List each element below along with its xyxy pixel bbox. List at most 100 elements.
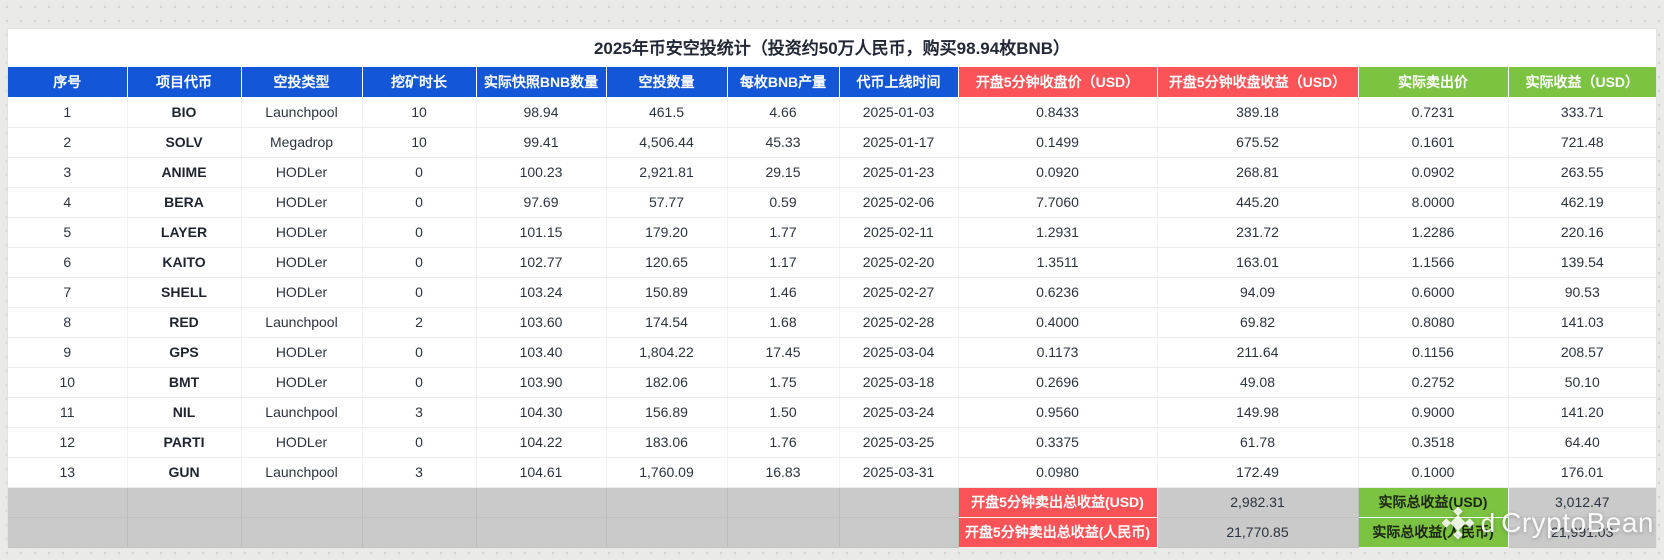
cell: 445.20 [1157,187,1359,218]
cell: 1,760.09 [606,457,728,488]
cell: KAITO [127,247,242,278]
cell: 69.82 [1157,307,1359,338]
cell: HODLer [241,427,363,458]
cell: 174.54 [606,307,728,338]
cell: 57.77 [606,187,728,218]
cell: 0.1156 [1358,337,1509,368]
cell: 141.20 [1508,397,1656,428]
cell: 90.53 [1508,277,1656,308]
cell: 17.45 [727,337,840,368]
page-title: 2025年币安空投统计（投资约50万人民币，购买98.94枚BNB） [593,39,1071,58]
cell: 6 [8,247,128,278]
column-header-3: 挖矿时长 [362,67,477,97]
cell: 2025-01-17 [839,127,959,158]
cell: GPS [127,337,242,368]
cell: LAYER [127,217,242,248]
cell: 0.9560 [958,397,1158,428]
summary-empty-cell [606,487,728,518]
cell: 2 [8,127,128,158]
cell: 2025-03-31 [839,457,959,488]
cell: 2025-03-04 [839,337,959,368]
cell: 721.48 [1508,127,1656,158]
cell: HODLer [241,187,363,218]
cell: 462.19 [1508,187,1656,218]
cell: 4,506.44 [606,127,728,158]
column-header-9: 开盘5分钟收盘收益（USD） [1157,67,1359,97]
table-row: 8 RED Launchpool 2 103.60 174.54 1.68 2025-02-2… [8,307,1656,338]
cell: 141.03 [1508,307,1656,338]
cell: ANIME [127,157,242,188]
cell: 0.6000 [1358,277,1509,308]
table-row: 5 LAYER HODLer 0 101.15 179.20 1.77 2025-02-11 1… [8,217,1656,248]
cell: 0.1499 [958,127,1158,158]
cell: 103.60 [476,307,607,338]
cell: 3 [362,397,477,428]
cell: 0.8080 [1358,307,1509,338]
cell: 4 [8,187,128,218]
cell: 1.1566 [1358,247,1509,278]
column-header-5: 空投数量 [606,67,728,97]
cell: 2025-02-06 [839,187,959,218]
table-row: 1 BIO Launchpool 10 98.94 461.5 4.66 2025-01-03… [8,97,1656,128]
summary-empty-cell [839,487,959,518]
cell: 263.55 [1508,157,1656,188]
cell: 50.10 [1508,367,1656,398]
cell: 3 [362,457,477,488]
cell: 211.64 [1157,337,1359,368]
cell: 2025-02-28 [839,307,959,338]
cell: 0.3375 [958,427,1158,458]
cell: 1.75 [727,367,840,398]
cell: Launchpool [241,397,363,428]
cell: 0 [362,187,477,218]
cell: Launchpool [241,97,363,128]
cell: 2025-02-20 [839,247,959,278]
cell: 0.7231 [1358,97,1509,128]
cell: 461.5 [606,97,728,128]
cell: 0 [362,367,477,398]
cell: 98.94 [476,97,607,128]
cell: 0.2696 [958,367,1158,398]
cell: 150.89 [606,277,728,308]
summary-label-open5min: 开盘5分钟卖出总收益(人民币) [958,517,1158,548]
cell: 0.59 [727,187,840,218]
cell: 0.0920 [958,157,1158,188]
summary-row: 开盘5分钟卖出总收益(人民币) 21,770.85 实际总收益(人民币) 21,991… [8,517,1656,548]
cell: 1,804.22 [606,337,728,368]
summary-value-open5min: 21,770.85 [1157,517,1359,548]
summary-label-open5min: 开盘5分钟卖出总收益(USD) [958,487,1158,518]
cell: 0.9000 [1358,397,1509,428]
column-header-6: 每枚BNB产量 [727,67,840,97]
cell: 389.18 [1157,97,1359,128]
column-header-4: 实际快照BNB数量 [476,67,607,97]
summary-value-actual: 3,012.47 [1508,487,1656,518]
cell: 333.71 [1508,97,1656,128]
stats-card: 2025年币安空投统计（投资约50万人民币，购买98.94枚BNB） 序号 项目代… [7,28,1657,548]
cell: 0.3518 [1358,427,1509,458]
cell: 64.40 [1508,427,1656,458]
cell: 0.2752 [1358,367,1509,398]
table-row: 11 NIL Launchpool 3 104.30 156.89 1.50 2025-03-… [8,397,1656,428]
cell: 1.17 [727,247,840,278]
cell: HODLer [241,337,363,368]
summary-empty-cell [241,487,363,518]
summary-empty-cell [606,517,728,548]
table-row: 9 GPS HODLer 0 103.40 1,804.22 17.45 2025-03-04… [8,337,1656,368]
cell: 156.89 [606,397,728,428]
summary-empty-cell [127,517,242,548]
cell: BERA [127,187,242,218]
cell: BIO [127,97,242,128]
cell: Megadrop [241,127,363,158]
cell: 1.68 [727,307,840,338]
cell: 2025-02-11 [839,217,959,248]
cell: HODLer [241,217,363,248]
cell: 29.15 [727,157,840,188]
table-row: 10 BMT HODLer 0 103.90 182.06 1.75 2025-03-18 0.… [8,367,1656,398]
cell: 45.33 [727,127,840,158]
table-row: 12 PARTI HODLer 0 104.22 183.06 1.76 2025-03-25… [8,427,1656,458]
column-header-1: 项目代币 [127,67,242,97]
cell: 163.01 [1157,247,1359,278]
summary-value-actual: 21,991.03 [1508,517,1656,548]
cell: 182.06 [606,367,728,398]
cell: HODLer [241,157,363,188]
cell: 1.2931 [958,217,1158,248]
